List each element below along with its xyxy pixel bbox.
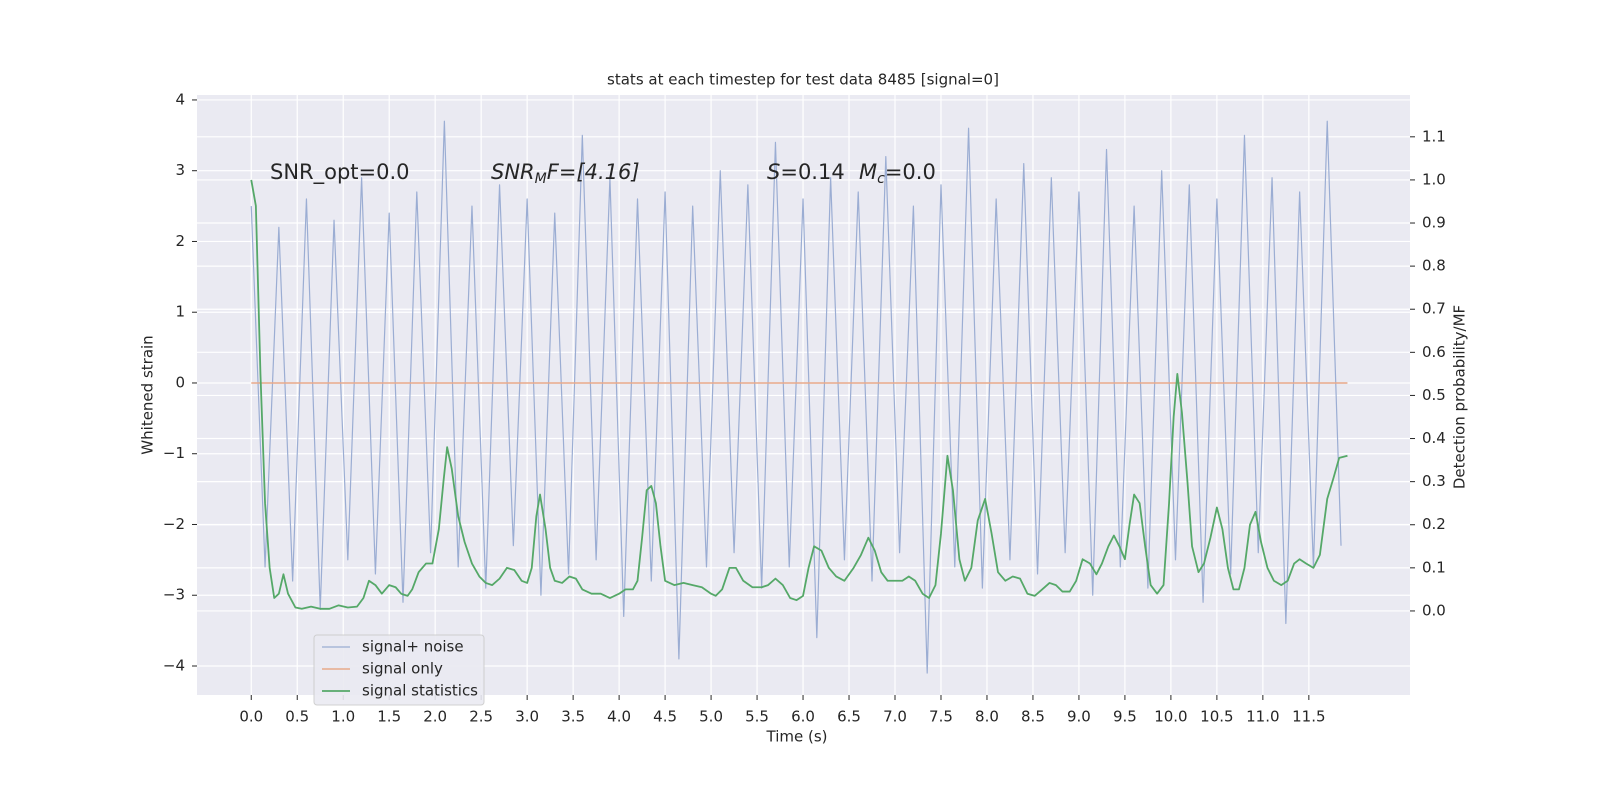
x-tick-label: 9.0 — [1067, 708, 1091, 726]
y2-tick-label: 0.5 — [1422, 386, 1446, 404]
labels: 0.0 0.5 1.0 1.5 2.0 2.5 3.0 3.5 4.0 4.5 5.0 5.5 6.0 6… — [163, 90, 1446, 725]
annotation-part: =0.14 — [780, 160, 844, 184]
y-tick-label: 3 — [175, 161, 185, 179]
x-tick-label: 5.5 — [745, 708, 769, 726]
annotation: SNRMF=[4.16] — [491, 160, 640, 187]
legend-label: signal only — [362, 660, 443, 678]
y-tick-label: −2 — [163, 515, 185, 533]
x-tick-label: 4.0 — [607, 708, 631, 726]
chart-title: stats at each timestep for test data 848… — [607, 71, 999, 89]
y-tick-label: 0 — [175, 373, 185, 391]
series-line — [250, 179, 1348, 610]
annotation: S=0.14 — [767, 160, 845, 184]
x-tick-label: 8.5 — [1021, 708, 1045, 726]
legend-box — [313, 634, 485, 706]
annotation-part: SNR_opt=0.0 — [270, 160, 410, 185]
x-tick-label: 10.0 — [1154, 708, 1187, 726]
x-tick-label: 5.0 — [699, 708, 723, 726]
y2-tick-label: 1.0 — [1422, 170, 1446, 188]
x-tick-label: 6.5 — [837, 708, 861, 726]
x-tick-label: 2.5 — [469, 708, 493, 726]
y2-axis-label: Detection probability/MF — [1451, 305, 1469, 489]
annotation-part: SNR — [491, 160, 535, 184]
y2-tick-label: 0.9 — [1422, 214, 1446, 232]
y-axis-label: Whitened strain — [139, 335, 157, 454]
x-tick-label: 2.0 — [423, 708, 447, 726]
legend-label: signal+ noise — [362, 638, 464, 656]
legend: signal+ noise signal only signal statistic… — [313, 634, 485, 706]
marks — [250, 120, 1348, 674]
y-tick-label: 2 — [175, 232, 185, 250]
x-tick-label: 11.5 — [1292, 708, 1325, 726]
x-tick-label: 3.5 — [561, 708, 585, 726]
y-tick-label: 4 — [175, 90, 185, 108]
x-tick-label: 1.0 — [331, 708, 355, 726]
y2-tick-label: 0.3 — [1422, 472, 1446, 490]
legend-label: signal statistics — [362, 682, 478, 700]
x-tick-label: 10.5 — [1200, 708, 1233, 726]
y2-tick-label: 0.1 — [1422, 558, 1446, 576]
annotation: Mc=0.0 — [859, 160, 936, 187]
y2-tick-label: 0.4 — [1422, 429, 1446, 447]
y-tick-label: −3 — [163, 586, 185, 604]
x-tick-label: 7.5 — [929, 708, 953, 726]
y2-tick-label: 0.8 — [1422, 257, 1446, 275]
annotation-part: F=[4.16] — [547, 160, 640, 184]
annotation-part: S — [767, 160, 780, 184]
x-tick-label: 7.0 — [883, 708, 907, 726]
y2-tick-label: 0.7 — [1422, 300, 1446, 318]
x-tick-label: 8.0 — [975, 708, 999, 726]
annotation-part: =0.0 — [885, 160, 936, 184]
y2-tick-label: 0.0 — [1422, 601, 1446, 619]
y2-tick-label: 0.2 — [1422, 515, 1446, 533]
y-tick-label: −4 — [163, 656, 185, 674]
x-tick-label: 6.0 — [791, 708, 815, 726]
x-tick-label: 11.0 — [1246, 708, 1279, 726]
annotation-part: M — [859, 160, 877, 184]
x-tick-label: 3.0 — [515, 708, 539, 726]
annotation-part: M — [535, 171, 547, 187]
x-tick-label: 4.5 — [653, 708, 677, 726]
y-tick-label: 1 — [175, 303, 185, 321]
y2-tick-label: 1.1 — [1422, 127, 1446, 145]
x-tick-label: 0.5 — [285, 708, 309, 726]
annotation: SNR_opt=0.0 — [270, 160, 410, 185]
y2-tick-label: 0.6 — [1422, 343, 1446, 361]
y-tick-label: −1 — [163, 444, 185, 462]
annotation-part: c — [877, 171, 885, 187]
x-tick-label: 0.0 — [239, 708, 263, 726]
x-axis-label: Time (s) — [766, 728, 828, 746]
x-tick-label: 1.5 — [377, 708, 401, 726]
x-tick-label: 9.5 — [1113, 708, 1137, 726]
grid — [197, 95, 1410, 695]
